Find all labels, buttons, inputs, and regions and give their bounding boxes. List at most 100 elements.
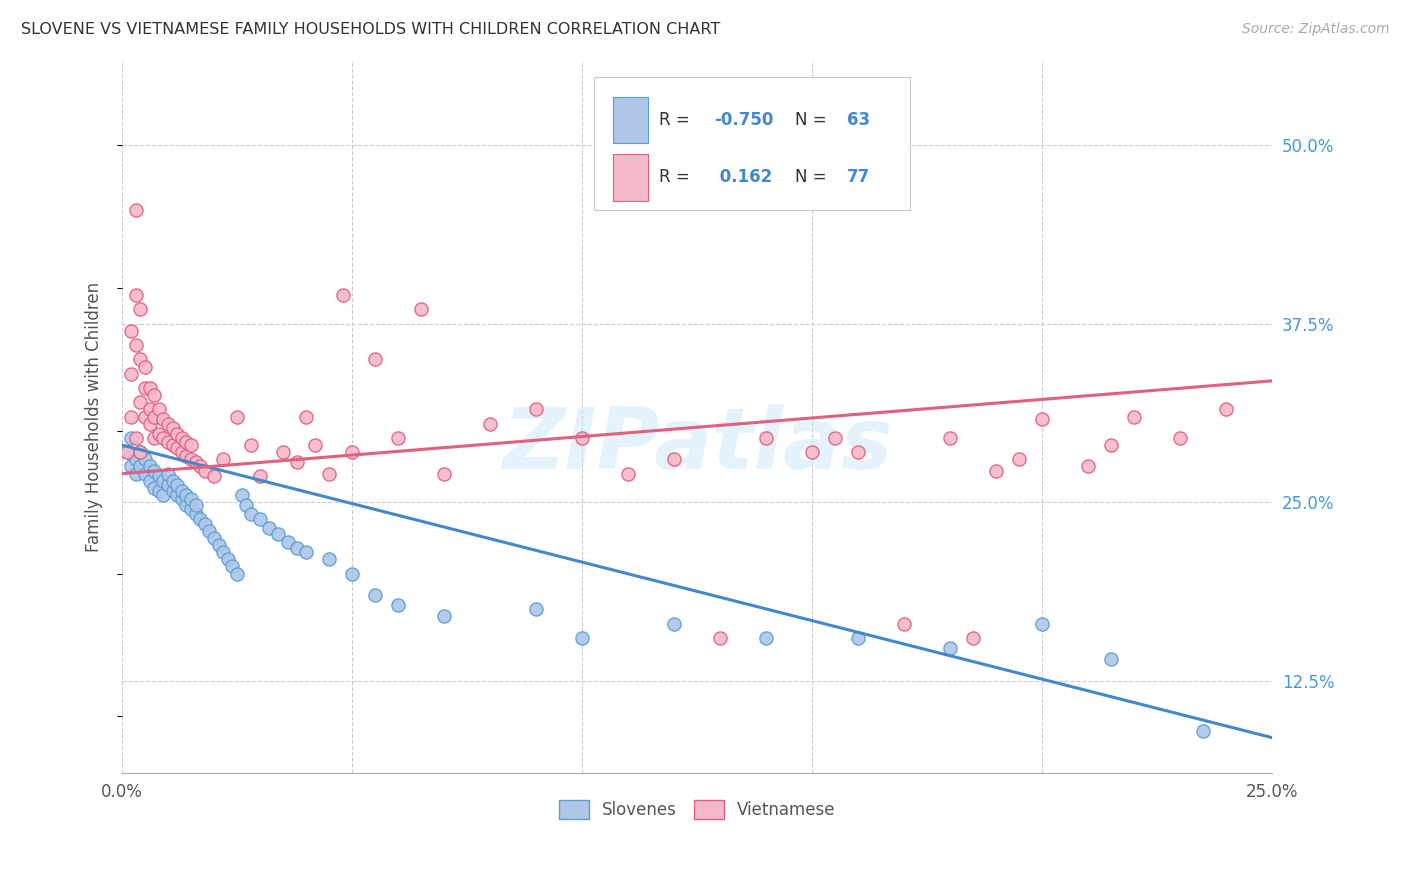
Point: [226, 409, 249, 424]
Point: [1099, 438, 1122, 452]
Y-axis label: Family Households with Children: Family Households with Children: [86, 282, 103, 551]
Point: [1031, 616, 1053, 631]
Point: [285, 541, 308, 555]
Point: [1099, 652, 1122, 666]
Point: [162, 474, 184, 488]
Point: [755, 431, 778, 445]
Point: [184, 507, 207, 521]
Point: [134, 452, 156, 467]
Point: [340, 445, 363, 459]
Point: [212, 545, 235, 559]
Point: [893, 616, 915, 631]
Point: [846, 445, 869, 459]
Point: [755, 631, 778, 645]
Point: [134, 409, 156, 424]
Text: R =: R =: [659, 169, 696, 186]
Point: [148, 426, 170, 441]
Point: [364, 588, 387, 602]
Point: [162, 483, 184, 498]
Point: [249, 512, 271, 526]
Point: [267, 526, 290, 541]
Text: SLOVENE VS VIETNAMESE FAMILY HOUSEHOLDS WITH CHILDREN CORRELATION CHART: SLOVENE VS VIETNAMESE FAMILY HOUSEHOLDS …: [21, 22, 720, 37]
Point: [166, 488, 188, 502]
Point: [143, 464, 166, 478]
Point: [433, 609, 456, 624]
Point: [148, 483, 170, 498]
Point: [176, 450, 198, 464]
Point: [188, 459, 211, 474]
Point: [221, 559, 243, 574]
Text: 63: 63: [846, 112, 870, 129]
Point: [138, 459, 160, 474]
Point: [1192, 723, 1215, 738]
Point: [157, 467, 180, 481]
Point: [162, 438, 184, 452]
Text: 0.162: 0.162: [714, 169, 773, 186]
Point: [176, 488, 198, 502]
Point: [138, 417, 160, 431]
Point: [524, 602, 547, 616]
Text: R =: R =: [659, 112, 696, 129]
Point: [120, 367, 142, 381]
Point: [202, 469, 225, 483]
Point: [180, 438, 202, 452]
Point: [170, 445, 193, 459]
Point: [125, 467, 148, 481]
Point: [479, 417, 502, 431]
Point: [125, 288, 148, 302]
Point: [332, 288, 354, 302]
Point: [162, 421, 184, 435]
Point: [129, 352, 152, 367]
Point: [157, 417, 180, 431]
Point: [194, 464, 217, 478]
Point: [120, 409, 142, 424]
Point: [152, 474, 174, 488]
Point: [180, 492, 202, 507]
Point: [115, 445, 138, 459]
Point: [231, 488, 253, 502]
Point: [170, 431, 193, 445]
Point: [134, 381, 156, 395]
Point: [1123, 409, 1146, 424]
Point: [387, 598, 409, 612]
Point: [125, 431, 148, 445]
Point: [198, 524, 221, 538]
Point: [846, 631, 869, 645]
Point: [166, 426, 188, 441]
Point: [664, 616, 686, 631]
Point: [226, 566, 249, 581]
Point: [939, 640, 962, 655]
Point: [295, 545, 318, 559]
Point: [824, 431, 846, 445]
Point: [143, 481, 166, 495]
Point: [152, 431, 174, 445]
Text: N =: N =: [794, 169, 832, 186]
Point: [184, 498, 207, 512]
Point: [318, 552, 340, 566]
Point: [170, 483, 193, 498]
Point: [180, 452, 202, 467]
Point: [166, 441, 188, 455]
Point: [524, 402, 547, 417]
FancyBboxPatch shape: [613, 154, 648, 201]
Point: [304, 438, 326, 452]
Point: [157, 478, 180, 492]
Point: [664, 452, 686, 467]
Point: [184, 455, 207, 469]
Point: [1077, 459, 1099, 474]
Point: [170, 492, 193, 507]
Point: [148, 402, 170, 417]
Point: [571, 431, 593, 445]
Point: [1215, 402, 1237, 417]
Point: [571, 631, 593, 645]
Point: [166, 478, 188, 492]
Point: [617, 467, 640, 481]
Point: [212, 452, 235, 467]
Point: [157, 435, 180, 450]
Point: [125, 452, 148, 467]
Point: [180, 502, 202, 516]
Point: [176, 435, 198, 450]
Point: [709, 631, 731, 645]
Point: [295, 409, 318, 424]
Point: [1170, 431, 1192, 445]
